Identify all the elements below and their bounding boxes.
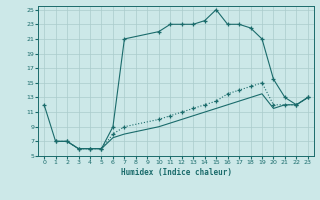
X-axis label: Humidex (Indice chaleur): Humidex (Indice chaleur) bbox=[121, 168, 231, 177]
